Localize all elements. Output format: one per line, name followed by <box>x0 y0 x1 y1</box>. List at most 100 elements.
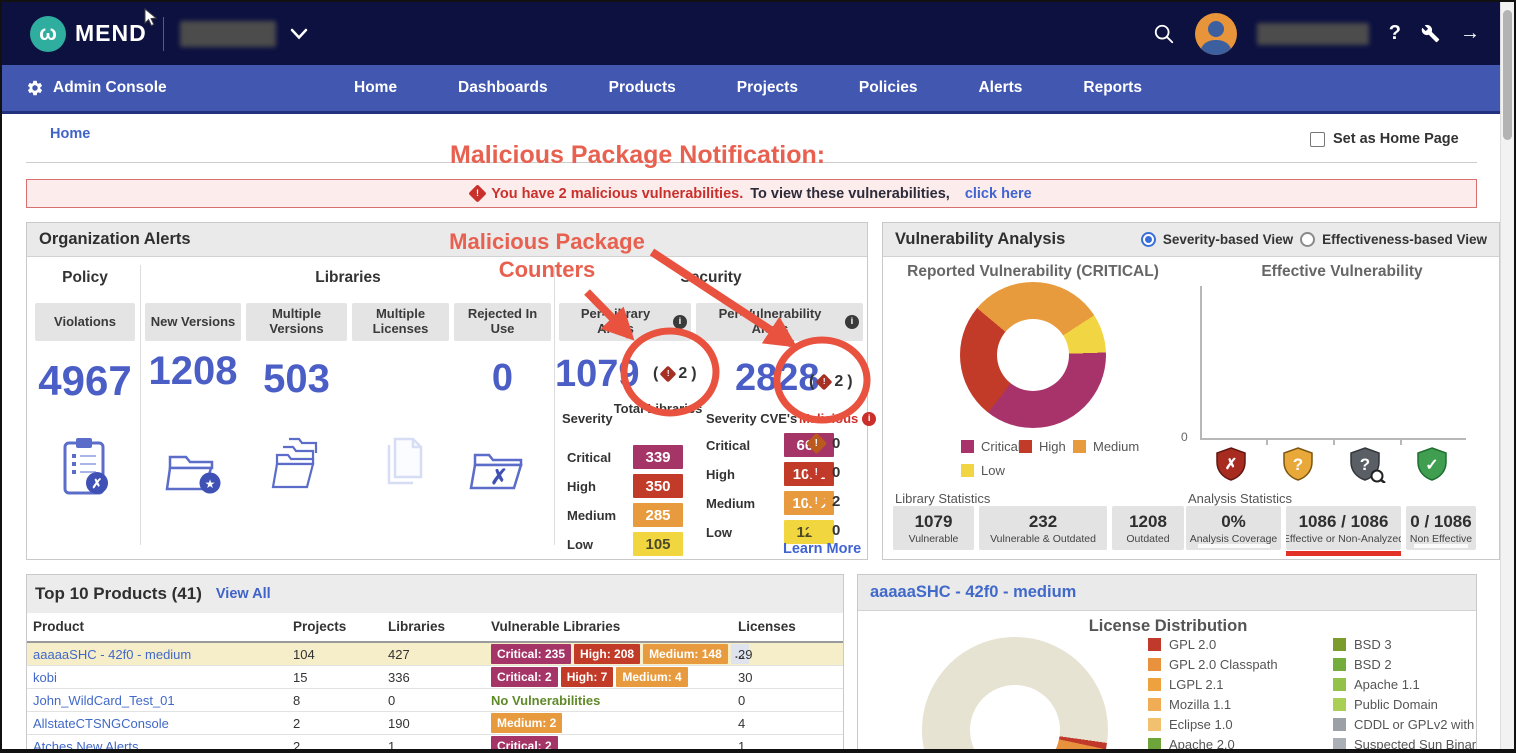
vuln-badges: Critical: 235 High: 208 Medium: 148 ... <box>491 644 749 664</box>
col-per-library-alerts: Per-Library Alerts i <box>559 303 691 341</box>
logout-arrow-icon[interactable]: → <box>1460 22 1480 44</box>
org-alerts-title: Organization Alerts <box>39 230 191 248</box>
stat-analysis-coverage[interactable]: 0% Analysis Coverage <box>1186 506 1281 550</box>
top-bar: ω MEND ? → <box>2 2 1514 65</box>
nav-policies[interactable]: Policies <box>858 79 918 96</box>
severity-view-radio[interactable] <box>1140 232 1156 247</box>
legend-item: Apache 2.0 <box>1148 737 1235 749</box>
product-link[interactable]: Atches New Alerts <box>33 739 139 753</box>
user-avatar[interactable] <box>1194 12 1237 55</box>
product-link[interactable]: AllstateCTSNGConsole <box>33 716 169 731</box>
new-versions-value[interactable]: 1208 <box>148 349 238 393</box>
svg-text:✗: ✗ <box>490 466 508 489</box>
wrench-icon[interactable] <box>1421 24 1440 43</box>
total-libraries-col-header: Total Libraries <box>613 401 703 416</box>
severity-cves-col-header: Severity CVE's <box>706 411 798 426</box>
multiple-versions-value[interactable]: 503 <box>263 357 330 401</box>
product-link[interactable]: John_WildCard_Test_01 <box>33 693 175 708</box>
folders-multiple-versions-icon <box>271 437 318 489</box>
stat-vulnerable[interactable]: 1079 Vulnerable <box>893 506 974 550</box>
rejected-in-use-value[interactable]: 0 <box>491 357 514 399</box>
view-options: Severity-based View Effectiveness-based … <box>1140 232 1487 247</box>
view-all-link[interactable]: View All <box>215 586 271 602</box>
product-panel-header: aaaaaSHC - 42f0 - medium <box>858 575 1476 611</box>
legend-high: High <box>1019 439 1066 454</box>
per-library-malicious-counter[interactable]: ( ! 2 ) <box>653 365 697 383</box>
legend-low: Low <box>961 463 1005 478</box>
admin-console-link[interactable]: Admin Console <box>26 79 167 97</box>
axis-zero-label: 0 <box>1181 430 1188 444</box>
more-badges[interactable]: ... <box>730 644 749 664</box>
annotation-title: Malicious Package Notification: <box>450 141 826 169</box>
set-home-checkbox[interactable] <box>1310 131 1325 147</box>
org-name-redacted[interactable] <box>179 20 276 47</box>
alert-diamond-icon: ! <box>468 184 487 203</box>
vuln-analysis-header: Vulnerability Analysis Severity-based Vi… <box>883 223 1499 257</box>
mend-logo-icon: ω <box>30 15 66 52</box>
malicious-diamond-icon: ! <box>815 373 833 391</box>
nav-alerts[interactable]: Alerts <box>978 79 1023 96</box>
col-rejected-in-use: Rejected In Use <box>454 303 551 341</box>
search-icon[interactable] <box>1153 23 1175 45</box>
license-distribution-donut-chart[interactable] <box>922 637 1108 749</box>
click-here-link[interactable]: click here <box>964 185 1032 202</box>
product-link[interactable]: aaaaaSHC - 42f0 - medium <box>33 647 192 662</box>
per-library-low-row: Low 105 <box>567 532 683 556</box>
top-products-panel: Top 10 Products (41) View All Product Pr… <box>26 574 844 753</box>
stat-outdated[interactable]: 1208 Outdated <box>1112 506 1184 550</box>
stat-vulnerable-outdated[interactable]: 232 Vulnerable & Outdated <box>979 506 1107 550</box>
green-shield-check-icon: ✓ <box>1417 447 1447 481</box>
col-header-product: Product <box>33 619 85 634</box>
divider <box>140 265 141 545</box>
severity-view-label[interactable]: Severity-based View <box>1162 232 1294 247</box>
nav-products[interactable]: Products <box>608 79 676 96</box>
scrollbar-thumb[interactable] <box>1503 10 1512 140</box>
info-icon[interactable]: i <box>673 315 687 329</box>
nav-reports[interactable]: Reports <box>1083 79 1142 96</box>
violations-value[interactable]: 4967 <box>38 357 132 404</box>
product-panel-title[interactable]: aaaaaSHC - 42f0 - medium <box>870 583 1077 601</box>
svg-text:?: ? <box>1293 455 1303 474</box>
axis-tick <box>1266 440 1268 445</box>
nav-dashboards[interactable]: Dashboards <box>458 79 548 96</box>
per-library-value[interactable]: 1079 <box>555 353 640 395</box>
table-row: AllstateCTSNGConsole 2 190 Medium: 2 4 <box>27 712 843 735</box>
breadcrumb[interactable]: Home <box>50 126 91 142</box>
vulnerability-analysis-panel: Vulnerability Analysis Severity-based Vi… <box>882 222 1500 560</box>
divider <box>27 641 843 643</box>
table-row: aaaaaSHC - 42f0 - medium 104 427 Critica… <box>27 643 843 666</box>
legend-item: GPL 2.0 <box>1148 637 1216 652</box>
reported-vulnerability-donut-chart[interactable] <box>960 282 1106 428</box>
per-library-medium-row: Medium 285 <box>567 503 683 527</box>
nav-home[interactable]: Home <box>354 79 398 96</box>
divider <box>162 16 164 51</box>
chevron-down-icon[interactable] <box>290 28 308 40</box>
pages-multiple-licenses-icon <box>387 437 423 485</box>
coverage-progress-bar <box>1198 544 1270 548</box>
legend-item: Public Domain <box>1333 697 1438 712</box>
malicious-alert-banner: ! You have 2 malicious vulnerabilities. … <box>26 179 1477 208</box>
col-header-vulnerable-libraries: Vulnerable Libraries <box>491 619 621 634</box>
mend-logo[interactable]: ω MEND <box>30 15 147 52</box>
vertical-scrollbar[interactable] <box>1500 2 1514 749</box>
product-link[interactable]: kobi <box>33 670 57 685</box>
info-icon[interactable]: i <box>862 411 877 426</box>
paren: ) <box>847 373 853 390</box>
learn-more-link[interactable]: Learn More <box>783 541 862 557</box>
per-vuln-malicious-counter[interactable]: ( ! 2 ) <box>809 373 853 391</box>
nav-projects[interactable]: Projects <box>736 79 798 96</box>
legend-medium: Medium <box>1073 439 1139 454</box>
main-nav: Admin Console Home Dashboards Products P… <box>2 65 1514 114</box>
gear-icon <box>27 80 43 96</box>
svg-text:✓: ✓ <box>1425 457 1438 474</box>
analysis-statistics-label: Analysis Statistics <box>1188 491 1293 506</box>
stat-non-effective[interactable]: 0 / 1086 Non Effective <box>1406 506 1476 550</box>
effectiveness-view-radio[interactable] <box>1300 232 1316 247</box>
help-icon[interactable]: ? <box>1388 22 1401 44</box>
info-icon[interactable]: i <box>845 315 859 329</box>
stat-effective-or-non-analyzed[interactable]: 1086 / 1086 Effective or Non-Analyzed <box>1286 506 1401 550</box>
folder-star-new-versions-icon: ★ <box>165 455 221 494</box>
effective-underline-bar <box>1286 551 1401 556</box>
mouse-cursor <box>144 8 158 27</box>
effectiveness-view-label[interactable]: Effectiveness-based View <box>1322 232 1487 247</box>
